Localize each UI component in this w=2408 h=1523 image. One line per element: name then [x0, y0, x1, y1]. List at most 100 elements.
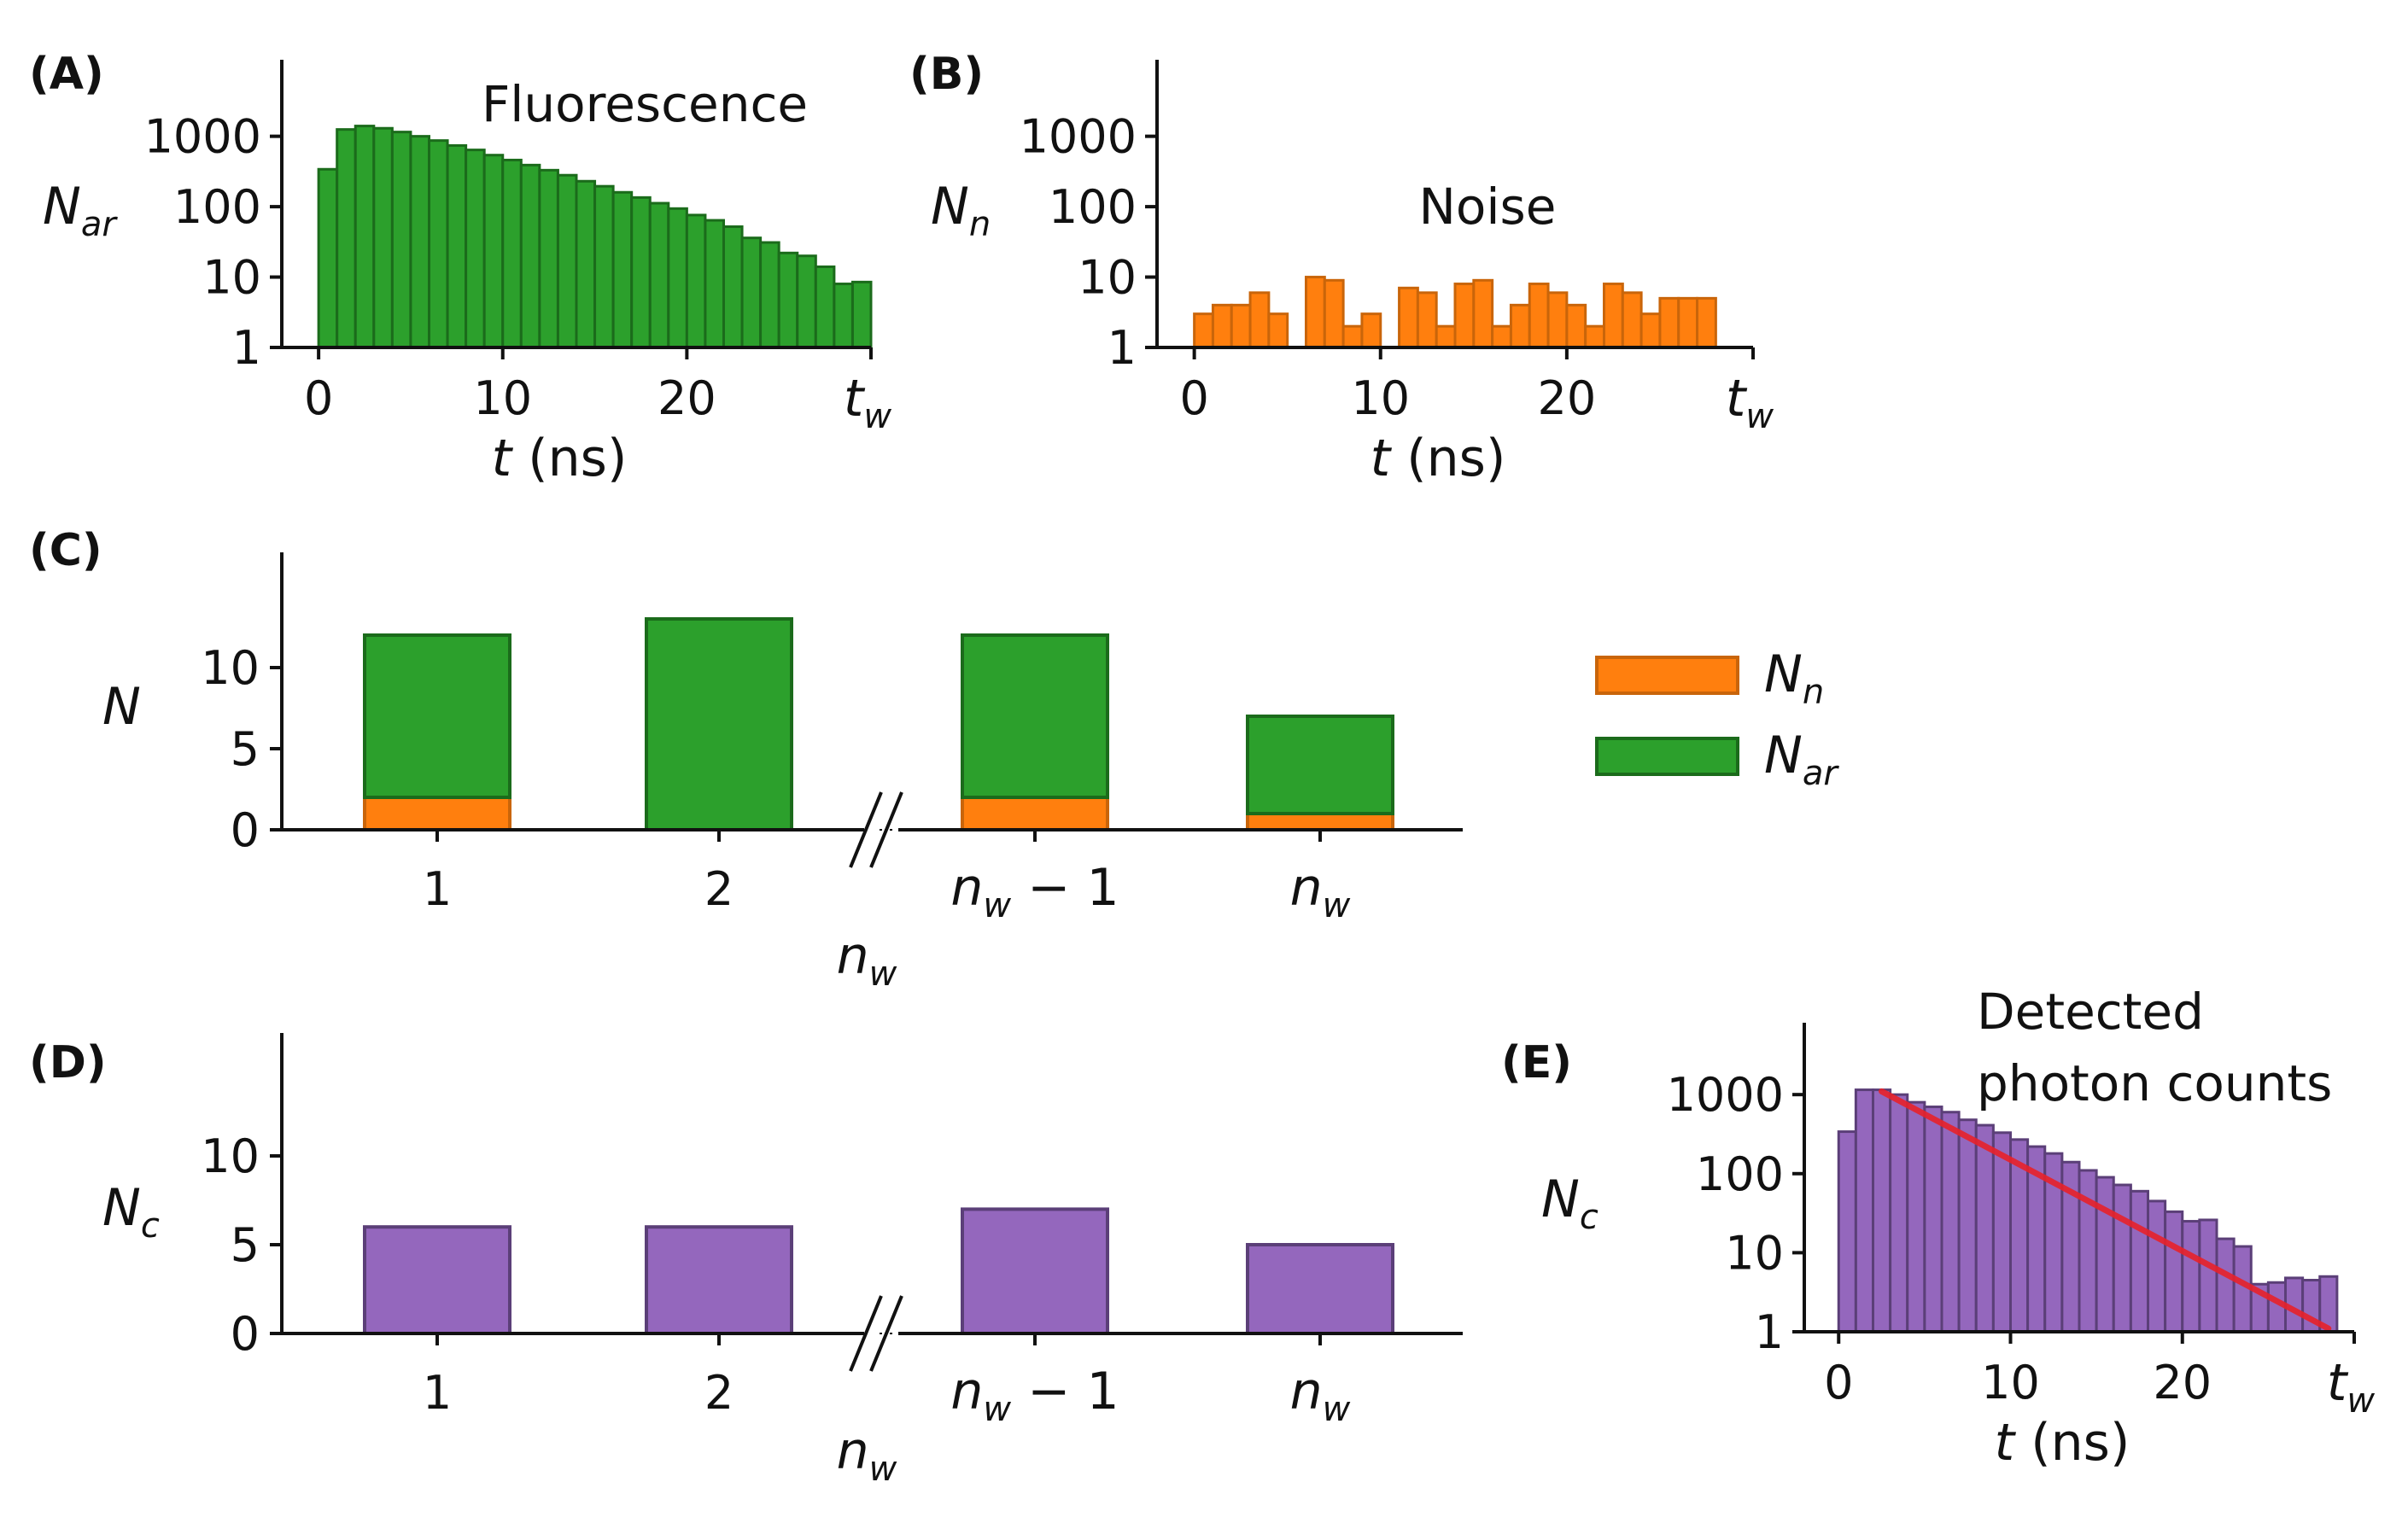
bar-e-20: [2181, 1220, 2201, 1333]
legend-swatch-noise: [1595, 656, 1739, 695]
bar-a-3: [372, 126, 394, 349]
fit-line: [1879, 1088, 2332, 1332]
panel-letter: (D): [29, 1037, 107, 1088]
x-tick-label: 20: [1538, 371, 1597, 425]
annotation-line1: Detected: [1977, 983, 2204, 1041]
bar-a-25: [777, 251, 799, 349]
axis-break-slash: [869, 791, 903, 868]
bar-e-4: [1906, 1100, 1926, 1333]
y-tick-label: 10: [1725, 1226, 1784, 1280]
bar-a-23: [740, 236, 763, 349]
panel-letter: (B): [909, 49, 984, 100]
bar-a-8: [465, 149, 486, 349]
panel-c: 1 2 nw − 1 nw 0 5 10 Nnw (C) Nn Nar: [29, 525, 1839, 994]
x-tick-label: 1: [423, 1366, 452, 1420]
bar-b-16: [1491, 324, 1512, 349]
y-tick-label: 1000: [144, 110, 261, 164]
bar-a-22: [722, 225, 744, 349]
bar-a-15: [593, 184, 615, 349]
bar-a-26: [796, 254, 817, 349]
bar-a-12: [538, 168, 559, 349]
panel-letter: (C): [29, 525, 102, 576]
bar-a-14: [575, 179, 597, 349]
bar-fluorescence-3: [1246, 715, 1394, 815]
x-tick-label: 2: [704, 862, 734, 916]
bar-a-20: [685, 213, 707, 349]
bar-noise-0: [363, 796, 511, 832]
x-axis-label: t (ns): [1371, 429, 1506, 488]
bar-b-14: [1453, 283, 1476, 349]
bar-a-0: [317, 167, 339, 349]
bar-b-4: [1267, 312, 1289, 349]
bar-b-23: [1621, 291, 1643, 349]
annotation-line2: photon counts: [1977, 1054, 2332, 1112]
x-tick-label: 20: [2153, 1356, 2212, 1409]
bar-b-24: [1639, 312, 1662, 349]
bar-a-4: [390, 131, 412, 349]
bar-b-6: [1305, 276, 1326, 349]
y-axis-label: N: [102, 677, 141, 737]
y-tick-label: 0: [231, 803, 260, 857]
bar-e-19: [2164, 1210, 2184, 1333]
bar-b-3: [1248, 291, 1271, 349]
bar-e-3: [1889, 1093, 1909, 1333]
x-tick-label: nw: [1290, 858, 1351, 925]
bar-count-1: [645, 1225, 793, 1335]
bar-fluorescence-1: [645, 617, 793, 832]
bar-a-1: [336, 128, 357, 349]
bar-e-1: [1854, 1088, 1874, 1333]
x-tick-label: 0: [1179, 371, 1208, 425]
bar-e-17: [2129, 1189, 2149, 1333]
x-tick-label: 0: [304, 371, 333, 425]
bar-b-2: [1230, 303, 1252, 349]
bar-a-18: [648, 201, 670, 349]
x-tick-label-tw: tw: [2327, 1353, 2376, 1421]
x-tick-label: 10: [1351, 371, 1410, 425]
bar-a-16: [611, 190, 634, 349]
panel-b: 1 10 100 1000 0 10 20 tw t (ns) Nn (B) Noise: [909, 49, 1774, 488]
bar-a-6: [428, 139, 449, 349]
bar-e-5: [1923, 1106, 1943, 1333]
bar-e-22: [2215, 1237, 2236, 1333]
bar-b-17: [1509, 303, 1531, 349]
x-tick-label: 20: [658, 371, 716, 425]
x-tick-label-tw: tw: [844, 369, 892, 436]
panel-letter: (A): [29, 49, 104, 100]
y-tick-label: 10: [201, 641, 260, 695]
y-axis-label: Nc: [1541, 1170, 1599, 1237]
panel-d: 1 2 nw − 1 nw 0 5 10 Nc nw (D): [29, 1033, 1463, 1489]
bar-b-22: [1603, 283, 1624, 349]
bar-noise-2: [961, 796, 1109, 832]
bar-fluorescence-2: [961, 633, 1109, 799]
x-tick-label: nw − 1: [950, 858, 1119, 925]
y-axis-label: Nar: [43, 177, 118, 244]
y-tick-label: 5: [231, 1218, 260, 1272]
bar-b-21: [1584, 324, 1605, 349]
bar-e-15: [2095, 1176, 2115, 1333]
legend-label-noise: Nn: [1764, 645, 1824, 712]
y-tick-label: 1000: [1020, 110, 1137, 164]
bar-count-2: [961, 1207, 1109, 1336]
bar-fluorescence-0: [363, 633, 511, 799]
x-tick-label: 1: [423, 862, 452, 916]
bar-b-9: [1360, 312, 1382, 349]
x-tick-label: nw: [1290, 1362, 1351, 1429]
y-tick-label: 100: [173, 180, 261, 234]
y-axis-label: Nc: [102, 1178, 160, 1246]
bar-b-18: [1528, 283, 1550, 349]
y-tick-label: 0: [231, 1307, 260, 1361]
axis-break-slash: [849, 1295, 883, 1372]
bar-a-28: [833, 283, 854, 349]
legend-label-fluorescence: Nar: [1764, 726, 1839, 793]
y-tick-label: 10: [202, 251, 261, 305]
x-tick-label: 0: [1824, 1356, 1853, 1409]
bar-a-11: [519, 163, 541, 349]
bar-e-8: [1974, 1123, 1995, 1333]
bar-b-11: [1398, 286, 1419, 349]
bar-b-27: [1696, 296, 1717, 349]
bar-a-19: [667, 207, 688, 349]
x-tick-label: 10: [1981, 1356, 2040, 1409]
legend-swatch-fluorescence: [1595, 737, 1739, 776]
y-axis-label: Nn: [931, 177, 991, 244]
